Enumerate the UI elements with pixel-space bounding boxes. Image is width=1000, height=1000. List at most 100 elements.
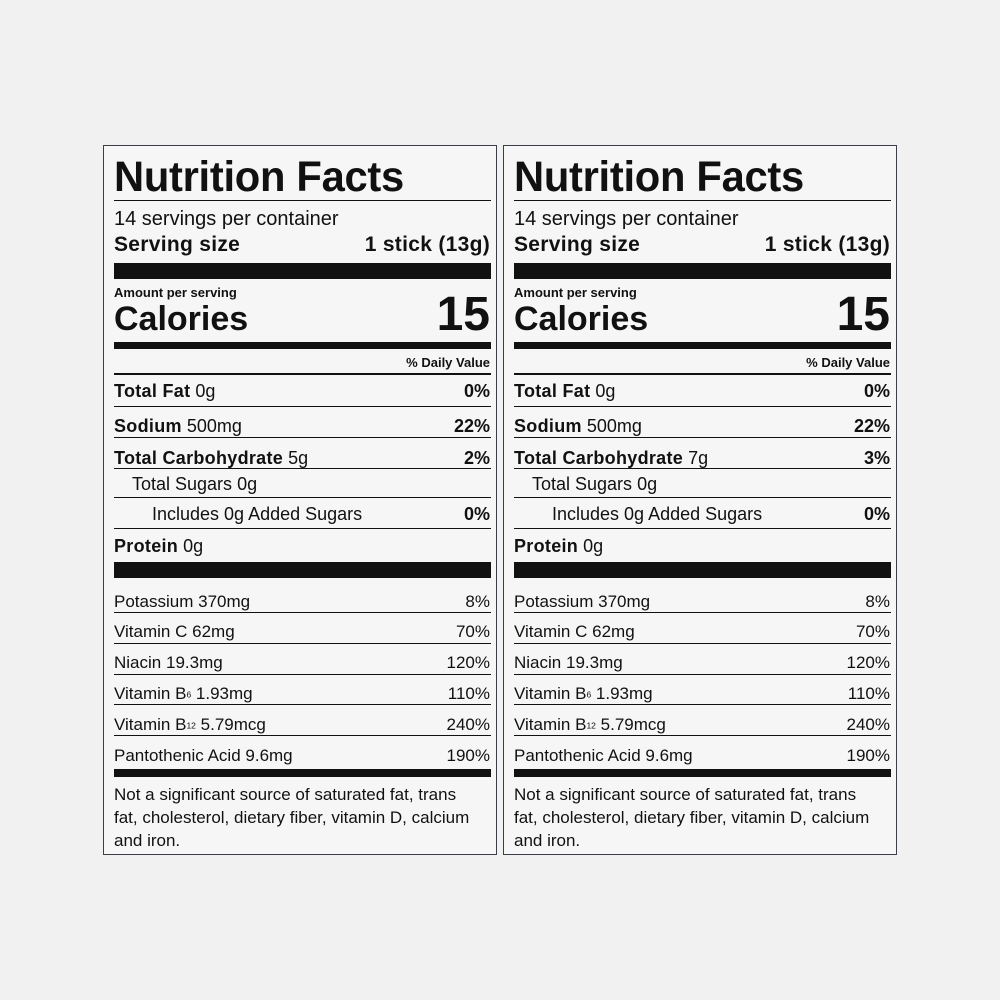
vitamin-subscript: 12 — [586, 720, 596, 731]
nutrient-row: Includes 0g Added Sugars — [552, 505, 762, 523]
vitamin-name: Potassium — [514, 591, 594, 611]
vitamin-dv: 70% — [455, 622, 490, 642]
nutrient-amount: 0g — [583, 536, 604, 556]
vitamin-amount: 62mg — [592, 622, 635, 642]
rule — [514, 673, 891, 675]
rule — [114, 769, 491, 777]
rule — [114, 704, 491, 706]
vitamin-name: Vitamin B — [514, 683, 587, 703]
vitamin-row: Vitamin C 62mg — [514, 623, 635, 640]
vitamin-dv: 240% — [446, 714, 490, 734]
calories-label: Calories — [514, 300, 649, 338]
nutrient-row: Protein 0g — [514, 537, 603, 555]
vitamin-name: Niacin — [114, 653, 162, 673]
nutrient-name: Includes 0g Added Sugars — [152, 504, 363, 524]
daily-value-header: % Daily Value — [806, 354, 890, 370]
vitamin-name: Vitamin B — [114, 683, 187, 703]
rule — [114, 528, 491, 529]
vitamin-name: Vitamin C — [514, 622, 588, 642]
amount-per-serving: Amount per serving — [514, 284, 637, 300]
servings: 14 servings per container — [114, 208, 339, 230]
nutrient-name: Protein — [514, 536, 579, 556]
vitamin-name: Pantothenic Acid — [514, 745, 641, 765]
nutrient-row: Total Sugars 0g — [532, 475, 657, 493]
vitamin-amount: 5.79mcg — [600, 714, 666, 734]
vitamin-subscript: 6 — [586, 689, 592, 700]
rule — [514, 200, 891, 201]
vitamin-amount: 19.3mg — [565, 653, 623, 673]
serving-size-value: 1 stick (13g) — [764, 232, 890, 256]
vitamin-dv: 110% — [847, 683, 890, 703]
nutrient-name: Total Fat — [514, 381, 591, 401]
nutrient-amount: 0g — [637, 474, 658, 494]
title: Nutrition Facts — [514, 152, 804, 201]
nutrient-row: Total Fat 0g — [114, 382, 215, 400]
calories-value: 15 — [836, 288, 890, 341]
vitamin-row: Potassium 370mg — [514, 593, 650, 610]
vitamin-name: Vitamin B — [114, 714, 187, 734]
rule — [114, 642, 491, 644]
vitamin-subscript: 12 — [186, 720, 196, 731]
vitamin-dv: 8% — [465, 591, 490, 611]
rule — [514, 704, 891, 706]
daily-value: 22% — [453, 416, 490, 436]
rule — [514, 373, 891, 375]
nutrient-amount: 0g — [183, 536, 204, 556]
nutrient-row: Sodium 500mg — [514, 417, 642, 435]
vitamin-row: Vitamin B12 5.79mcg — [514, 716, 666, 733]
vitamin-name: Vitamin C — [114, 622, 188, 642]
nutrient-row: Total Carbohydrate 5g — [114, 449, 308, 467]
nutrient-row: Protein 0g — [114, 537, 203, 555]
rule — [114, 342, 491, 349]
vitamin-amount: 5.79mcg — [200, 714, 266, 734]
nutrient-name: Includes 0g Added Sugars — [552, 504, 763, 524]
nutrient-amount: 5g — [288, 448, 309, 468]
vitamin-dv: 110% — [447, 683, 490, 703]
rule — [514, 406, 891, 407]
daily-value: 0% — [863, 504, 890, 524]
vitamin-amount: 1.93mg — [595, 683, 653, 703]
rule — [514, 342, 891, 349]
vitamin-dv: 190% — [446, 745, 490, 765]
rule — [114, 497, 491, 498]
nutrition-label: Nutrition Facts 14 servings per container… — [103, 145, 497, 855]
vitamin-row: Vitamin B12 5.79mcg — [114, 716, 266, 733]
vitamin-row: Niacin 19.3mg — [514, 654, 623, 671]
nutrient-name: Sodium — [114, 416, 182, 436]
rule — [114, 673, 491, 675]
amount-per-serving: Amount per serving — [114, 284, 237, 300]
nutrient-amount: 500mg — [186, 416, 242, 436]
nutrient-amount: 0g — [595, 381, 616, 401]
rule — [514, 528, 891, 529]
vitamin-name: Vitamin B — [514, 714, 587, 734]
nutrient-name: Total Carbohydrate — [514, 448, 684, 468]
nutrient-amount: 0g — [195, 381, 216, 401]
rule — [114, 612, 491, 613]
vitamin-dv: 240% — [846, 714, 890, 734]
vitamin-row: Pantothenic Acid 9.6mg — [514, 747, 693, 764]
nutrient-row: Total Carbohydrate 7g — [514, 449, 708, 467]
rule — [514, 497, 891, 498]
rule — [514, 735, 891, 737]
rule — [114, 468, 491, 469]
rule — [114, 200, 491, 201]
daily-value: 0% — [463, 381, 490, 401]
rule — [514, 642, 891, 644]
nutrient-row: Total Sugars 0g — [132, 475, 257, 493]
serving-size-label: Serving size — [514, 232, 641, 256]
vitamin-row: Niacin 19.3mg — [114, 654, 223, 671]
nutrient-name: Sodium — [514, 416, 582, 436]
nutrient-amount: 0g — [237, 474, 258, 494]
daily-value-header: % Daily Value — [406, 354, 490, 370]
vitamin-dv: 190% — [846, 745, 890, 765]
nutrition-label: Nutrition Facts 14 servings per container… — [503, 145, 897, 855]
vitamin-row: Vitamin B6 1.93mg — [514, 685, 653, 702]
nutrient-name: Total Sugars — [532, 474, 633, 494]
vitamin-dv: 120% — [446, 653, 490, 673]
vitamin-dv: 8% — [865, 591, 890, 611]
daily-value: 3% — [863, 448, 890, 468]
rule — [114, 263, 491, 279]
vitamin-amount: 9.6mg — [245, 745, 293, 765]
daily-value: 2% — [463, 448, 490, 468]
